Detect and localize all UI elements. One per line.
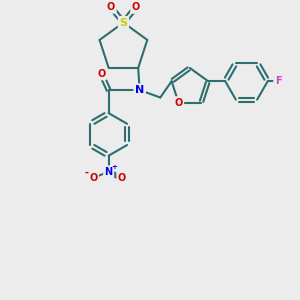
Text: O: O [118, 173, 126, 183]
Text: N: N [135, 85, 144, 95]
Text: O: O [97, 69, 105, 79]
Text: O: O [107, 2, 115, 12]
Text: S: S [119, 18, 128, 28]
Text: O: O [174, 98, 183, 108]
Text: F: F [275, 76, 281, 86]
Text: +: + [111, 164, 117, 169]
Text: -: - [85, 168, 89, 178]
Text: N: N [105, 167, 113, 177]
Text: O: O [132, 2, 140, 12]
Text: O: O [89, 173, 98, 183]
